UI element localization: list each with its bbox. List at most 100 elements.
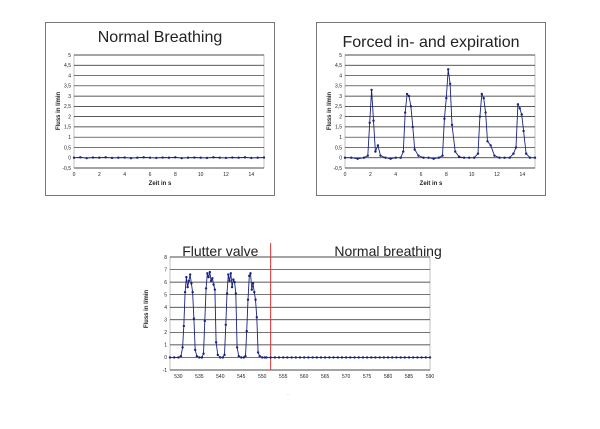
- data-point: [353, 356, 356, 359]
- data-point: [221, 356, 225, 359]
- data-point: [213, 288, 217, 291]
- data-point: [482, 96, 485, 100]
- data-point: [211, 277, 214, 280]
- data-point: [399, 356, 402, 359]
- data-point: [224, 323, 227, 326]
- data-point: [450, 123, 454, 127]
- x-tick-label: 0: [344, 172, 347, 178]
- y-tick-label: 2,5: [64, 104, 71, 110]
- data-point: [467, 156, 471, 159]
- y-tick-label: 4,5: [64, 63, 71, 69]
- chart-flutter-valve: Fluss in l/min -1 0 1 2 3 4 5 6 7 8 530 535 540 545 55…: [142, 240, 442, 390]
- data-point: [424, 356, 428, 359]
- series-line: [170, 271, 430, 358]
- x-tick-label: 585: [405, 374, 414, 380]
- data-point: [403, 111, 407, 114]
- data-point: [261, 356, 264, 359]
- data-point: [233, 280, 236, 284]
- data-point: [374, 356, 377, 359]
- data-point: [409, 105, 413, 108]
- data-point: [311, 356, 314, 359]
- chart-title: Forced in- and expiration: [342, 34, 520, 51]
- data-point: [520, 113, 523, 116]
- x-tick-label: 14: [249, 172, 255, 178]
- data-point: [391, 356, 394, 359]
- plot-area: -1 0 1 2 3 4 5 6 7 8 530 535 540 545 550 555 560 565 570 57…: [163, 243, 442, 380]
- data-point: [91, 156, 95, 159]
- annotation-label: Normal breathing: [334, 243, 441, 259]
- data-point: [212, 283, 215, 286]
- data-point: [207, 275, 210, 279]
- annotation-label: Flutter valve: [182, 243, 258, 259]
- data-point: [206, 272, 209, 275]
- y-tick-label: 1,5: [64, 125, 71, 131]
- y-tick-label: 3: [164, 318, 167, 324]
- data-point: [361, 356, 365, 359]
- y-tick-label: 1: [164, 343, 167, 349]
- data-point: [177, 356, 180, 359]
- y-tick-label: 1: [339, 135, 342, 141]
- data-point: [123, 156, 126, 159]
- data-point: [182, 324, 186, 328]
- data-point: [294, 356, 298, 359]
- data-point: [445, 96, 448, 100]
- data-point: [183, 290, 187, 294]
- data-point: [218, 156, 221, 159]
- data-point: [216, 353, 220, 357]
- x-tick-label: 550: [258, 374, 267, 380]
- x-tick-label: 560: [300, 374, 309, 380]
- data-point: [237, 354, 240, 358]
- series-line: [345, 69, 535, 160]
- data-point: [225, 292, 229, 295]
- data-point: [209, 279, 213, 283]
- data-point: [349, 356, 352, 359]
- data-point: [242, 356, 246, 359]
- data-point: [411, 125, 414, 129]
- y-tick-label: 2: [339, 114, 342, 120]
- data-point: [416, 356, 419, 359]
- data-point: [203, 319, 207, 323]
- data-point: [85, 156, 88, 160]
- y-tick-label: 0: [68, 156, 71, 162]
- y-tick-label: 6: [164, 280, 167, 286]
- chart-title: Normal Breathing: [97, 29, 223, 46]
- data-point: [263, 356, 266, 359]
- y-tick-label: 2: [164, 330, 167, 336]
- data-point: [336, 356, 339, 359]
- data-point: [395, 356, 398, 359]
- data-point: [484, 111, 487, 114]
- x-tick-label: 555: [279, 374, 288, 380]
- data-point: [253, 290, 256, 294]
- y-tick-label: 2,5: [335, 104, 342, 110]
- x-tick-label: 4: [394, 172, 397, 178]
- data-point: [232, 278, 235, 281]
- x-tick-label: 575: [363, 374, 372, 380]
- data-point: [273, 356, 277, 359]
- data-point: [454, 150, 457, 153]
- data-point: [199, 156, 202, 159]
- data-point: [286, 356, 289, 359]
- data-point: [372, 119, 375, 122]
- plot-area: -0,500,511,522,533,544,550 2 4 6 8 10 12 14: [333, 53, 537, 178]
- data-point: [389, 157, 392, 160]
- data-point: [198, 356, 201, 359]
- data-point: [186, 285, 189, 289]
- y-tick-label: 4,5: [335, 63, 342, 69]
- data-point: [518, 107, 521, 110]
- x-tick-label: 6: [420, 172, 423, 178]
- data-point: [447, 68, 450, 71]
- y-tick-label: 3,5: [335, 84, 342, 90]
- chart-normal-breathing: Normal Breathing Fluss in l/min Zeit in …: [45, 22, 275, 196]
- y-tick-label: 3: [68, 94, 71, 100]
- data-point: [417, 154, 420, 157]
- data-point: [366, 154, 369, 157]
- y-tick-label: 3: [339, 94, 342, 100]
- y-tick-label: 5: [164, 292, 167, 298]
- data-point: [319, 356, 323, 359]
- data-point: [240, 356, 243, 359]
- x-tick-label: 580: [384, 374, 393, 380]
- data-point: [224, 156, 228, 160]
- data-point: [480, 92, 483, 96]
- x-tick-label: 540: [216, 374, 225, 380]
- x-axis-label: Zeit in s: [148, 181, 172, 187]
